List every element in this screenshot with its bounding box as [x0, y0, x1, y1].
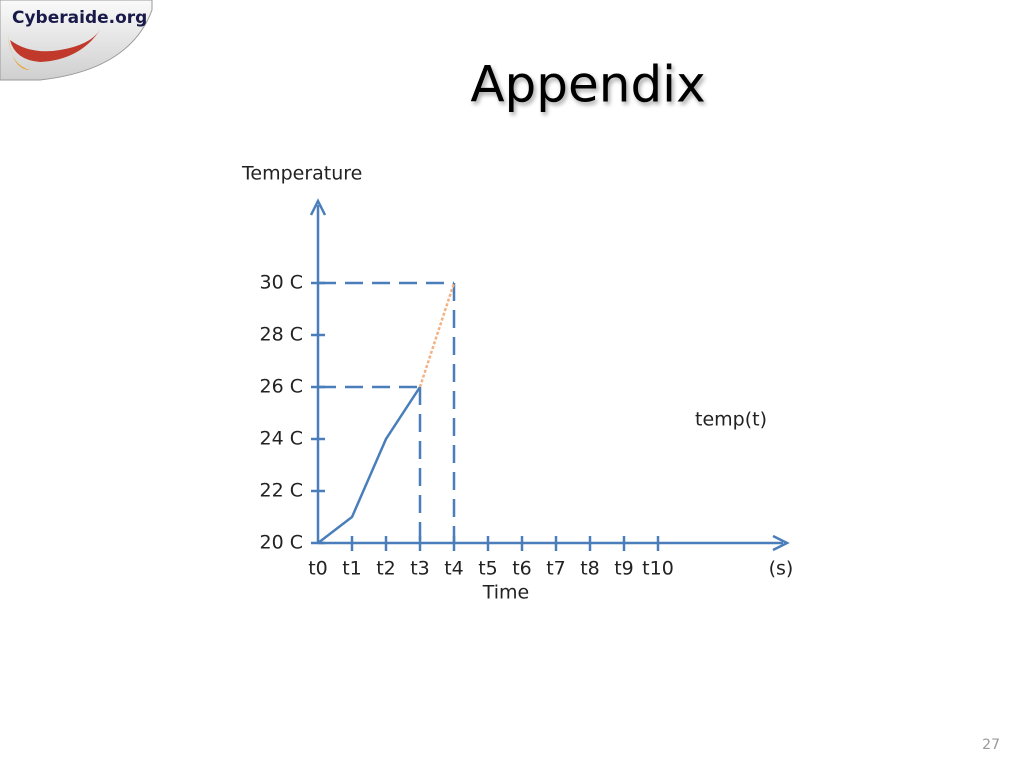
- y-axis-arrow: [309, 198, 327, 216]
- x-tick-label: t5: [478, 558, 498, 580]
- series-label: temp(t): [695, 409, 767, 431]
- page-number: 27: [982, 737, 1000, 753]
- y-tick-label: 20 C: [260, 532, 303, 554]
- y-tick-label: 24 C: [260, 428, 303, 450]
- logo-text: Cyberaide.org: [12, 8, 147, 28]
- x-tick-label: t6: [512, 558, 532, 580]
- y-tick-label: 22 C: [260, 480, 303, 502]
- x-axis-label: Time: [482, 582, 530, 604]
- x-tick-label: t10: [642, 558, 674, 580]
- slide-title: Appendix: [470, 56, 705, 114]
- y-tick-label: 30 C: [260, 272, 303, 294]
- x-axis-unit: (s): [769, 558, 794, 580]
- x-tick-label: t2: [376, 558, 396, 580]
- x-tick-label: t8: [580, 558, 600, 580]
- x-tick-label: t0: [308, 558, 328, 580]
- x-tick-label: t1: [342, 558, 362, 580]
- x-tick-label: t4: [444, 558, 464, 580]
- logo-swoosh: [10, 30, 100, 62]
- data-line: [418, 282, 456, 388]
- x-tick-label: t7: [546, 558, 566, 580]
- y-axis-label: Temperature: [241, 163, 362, 185]
- x-tick-label: t3: [410, 558, 430, 580]
- x-tick-label: t9: [614, 558, 634, 580]
- y-tick-label: 26 C: [260, 376, 303, 398]
- data-line: [317, 386, 422, 544]
- y-tick-label: 28 C: [260, 324, 303, 346]
- x-axis-arrow: [772, 534, 790, 552]
